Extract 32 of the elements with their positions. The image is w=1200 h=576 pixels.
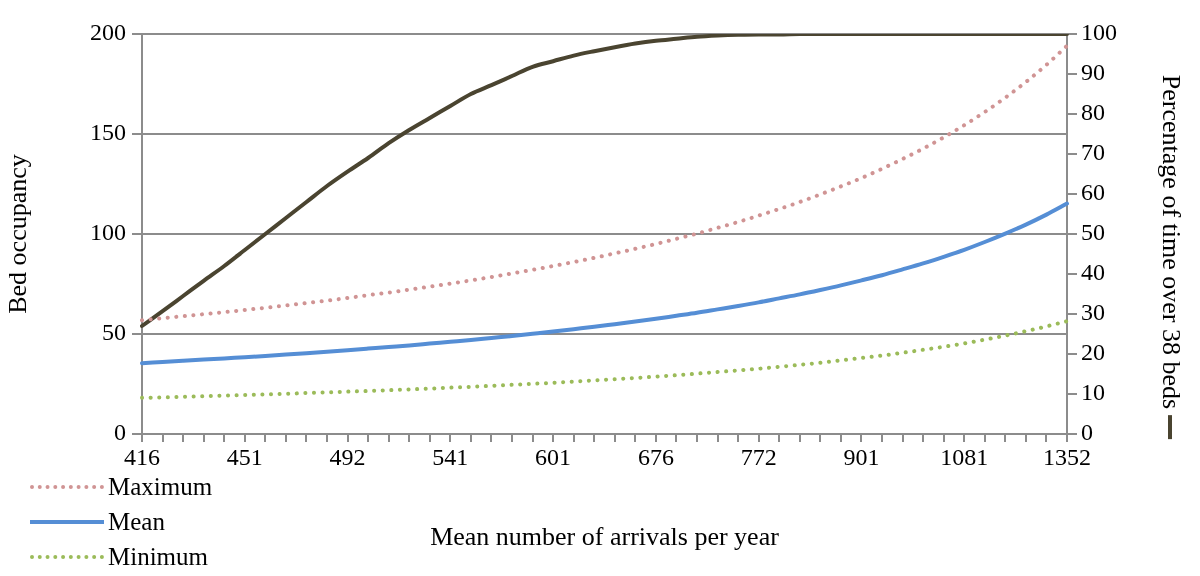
y2-tick-label: 50 <box>1081 219 1105 246</box>
x-tick-label: 1081 <box>940 443 989 470</box>
x-tick-label: 451 <box>226 443 263 470</box>
x-tick-label: 601 <box>535 443 572 470</box>
x-axis-title: Mean number of arrivals per year <box>430 522 780 552</box>
y-tick-label: 150 <box>90 119 126 146</box>
y-tick-label: 50 <box>102 319 126 346</box>
y2-tick-label: 70 <box>1081 139 1105 166</box>
y2-tick-label: 10 <box>1081 379 1105 406</box>
y2-axis-title: Percentage of time over 38 beds <box>1157 74 1187 410</box>
x-tick-label: 416 <box>124 443 160 470</box>
y2-tick-label: 60 <box>1081 179 1105 206</box>
x-tick-label: 901 <box>843 443 880 470</box>
x-tick-label: 541 <box>432 443 469 470</box>
x-tick-label: 492 <box>329 443 366 470</box>
x-tick-label: 1352 <box>1043 443 1091 470</box>
legend-label: Maximum <box>108 472 213 501</box>
y-tick-label: 100 <box>90 219 126 246</box>
y-tick-label: 200 <box>90 19 126 46</box>
x-tick-label: 772 <box>740 443 777 470</box>
y-axis-title: Bed occupancy <box>3 154 33 314</box>
x-tick-label: 676 <box>637 443 674 470</box>
y2-tick-label: 30 <box>1081 299 1105 326</box>
y2-tick-label: 40 <box>1081 259 1105 286</box>
y2-tick-label: 90 <box>1081 59 1105 86</box>
legend-label: Minimum <box>108 542 209 571</box>
legend-label: Mean <box>108 507 165 536</box>
y2-tick-label: 100 <box>1081 19 1117 46</box>
y2-tick-label: 0 <box>1081 419 1093 446</box>
y-tick-label: 0 <box>114 419 126 446</box>
y2-tick-label: 80 <box>1081 99 1105 126</box>
y2-tick-label: 20 <box>1081 339 1105 366</box>
